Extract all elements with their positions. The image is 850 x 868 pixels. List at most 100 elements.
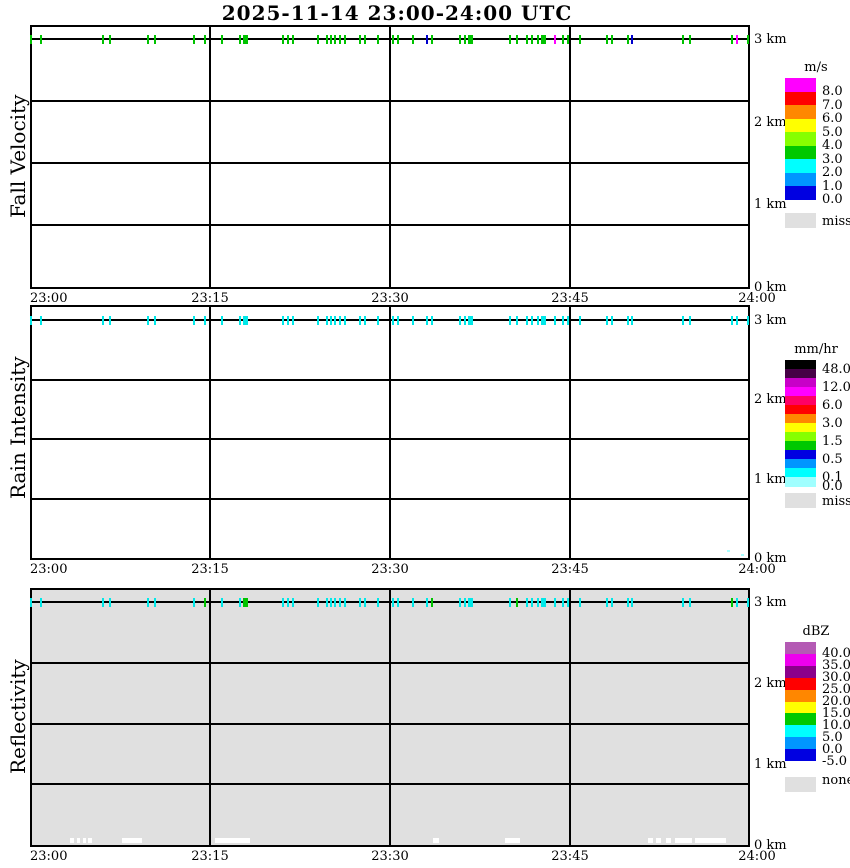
data-tick bbox=[239, 315, 241, 325]
data-tick bbox=[338, 34, 341, 44]
legend-band bbox=[785, 689, 816, 702]
data-tick bbox=[153, 315, 156, 325]
data-tick bbox=[540, 34, 546, 44]
legend-band bbox=[785, 378, 816, 388]
gridline-3km bbox=[32, 38, 748, 40]
data-tick bbox=[146, 597, 149, 607]
data-tick bbox=[540, 315, 546, 325]
data-tick bbox=[681, 34, 684, 44]
data-tick bbox=[39, 34, 42, 44]
data-tick bbox=[221, 597, 223, 607]
legend-miss-band bbox=[785, 493, 816, 508]
data-tick bbox=[242, 315, 248, 325]
data-tick bbox=[204, 315, 207, 325]
y-axis-label-fall-velocity: Fall Velocity bbox=[6, 94, 30, 219]
height-label: 2 km bbox=[754, 676, 787, 691]
data-tick bbox=[326, 34, 328, 44]
data-tick bbox=[746, 34, 749, 44]
data-tick bbox=[377, 34, 379, 44]
data-tick bbox=[741, 553, 745, 556]
data-tick bbox=[282, 597, 285, 607]
legend-band bbox=[785, 477, 816, 487]
data-tick bbox=[392, 597, 394, 607]
legend-band-label: 3.0 bbox=[822, 151, 843, 167]
data-tick bbox=[338, 597, 341, 607]
data-tick bbox=[109, 597, 112, 607]
x-tick-label: 24:00 bbox=[738, 562, 776, 577]
data-tick bbox=[287, 34, 289, 44]
data-tick bbox=[221, 315, 223, 325]
data-tick bbox=[631, 34, 634, 44]
data-tick bbox=[554, 597, 556, 607]
data-tick bbox=[287, 597, 289, 607]
x-tick-label: 23:15 bbox=[191, 562, 229, 577]
legend-band bbox=[785, 396, 816, 406]
data-patch bbox=[76, 838, 80, 843]
data-tick bbox=[193, 315, 196, 325]
data-tick bbox=[540, 597, 546, 607]
x-tick-label: 23:00 bbox=[30, 562, 68, 577]
legend-band-label: -5.0 bbox=[822, 753, 848, 769]
gridline-3km bbox=[32, 319, 748, 321]
x-tick-label: 23:45 bbox=[551, 562, 589, 577]
legend-band bbox=[785, 405, 816, 415]
data-tick bbox=[338, 315, 341, 325]
data-tick bbox=[242, 597, 248, 607]
data-tick bbox=[102, 597, 105, 607]
data-tick bbox=[731, 597, 733, 607]
legend-band-label: 0.0 bbox=[822, 192, 843, 208]
legend-band bbox=[785, 737, 816, 750]
data-tick bbox=[30, 34, 33, 44]
data-tick bbox=[377, 597, 379, 607]
data-tick bbox=[426, 34, 429, 44]
data-tick bbox=[359, 597, 361, 607]
legend-miss-band bbox=[785, 777, 816, 792]
legend-band bbox=[785, 414, 816, 424]
data-tick bbox=[397, 315, 400, 325]
legend-band bbox=[785, 118, 816, 133]
data-tick bbox=[516, 597, 519, 607]
data-tick bbox=[102, 315, 105, 325]
x-tick-label: 23:30 bbox=[371, 291, 409, 306]
legend-band-label: 8.0 bbox=[822, 84, 843, 100]
data-tick bbox=[566, 597, 569, 607]
data-tick bbox=[554, 34, 556, 44]
legend-band bbox=[785, 360, 816, 370]
y-axis-label-reflectivity: Reflectivity bbox=[6, 659, 30, 775]
legend-band-label: 5.0 bbox=[822, 124, 843, 140]
data-tick bbox=[426, 597, 429, 607]
data-tick bbox=[392, 315, 394, 325]
data-tick bbox=[536, 597, 539, 607]
height-label: 3 km bbox=[754, 595, 787, 610]
x-tick-label: 23:00 bbox=[30, 291, 68, 306]
data-tick bbox=[333, 34, 336, 44]
height-gridline bbox=[32, 497, 748, 500]
height-gridline bbox=[32, 378, 748, 381]
data-tick bbox=[204, 34, 207, 44]
data-tick bbox=[525, 34, 528, 44]
data-tick bbox=[102, 34, 105, 44]
data-tick bbox=[326, 315, 328, 325]
data-tick bbox=[611, 597, 613, 607]
data-tick bbox=[333, 597, 336, 607]
data-patch bbox=[648, 838, 653, 843]
legend-miss-label: miss bbox=[822, 214, 850, 229]
legend-band-label: 12.0 bbox=[822, 379, 850, 395]
legend-band-label: 10.0 bbox=[822, 717, 850, 733]
data-tick bbox=[287, 315, 289, 325]
data-tick bbox=[377, 315, 379, 325]
data-tick bbox=[329, 34, 332, 44]
data-tick bbox=[578, 34, 581, 44]
data-tick bbox=[536, 315, 539, 325]
legend-band bbox=[785, 725, 816, 738]
data-tick bbox=[153, 597, 156, 607]
time-gridline bbox=[209, 27, 211, 287]
data-tick bbox=[746, 315, 749, 325]
data-tick bbox=[509, 34, 511, 44]
data-tick bbox=[464, 597, 466, 607]
data-tick bbox=[411, 597, 414, 607]
legend-band-label: 0.0 bbox=[822, 478, 843, 494]
legend-title-mmhr: mm/hr bbox=[794, 342, 838, 357]
height-label: 0 km bbox=[754, 280, 787, 295]
